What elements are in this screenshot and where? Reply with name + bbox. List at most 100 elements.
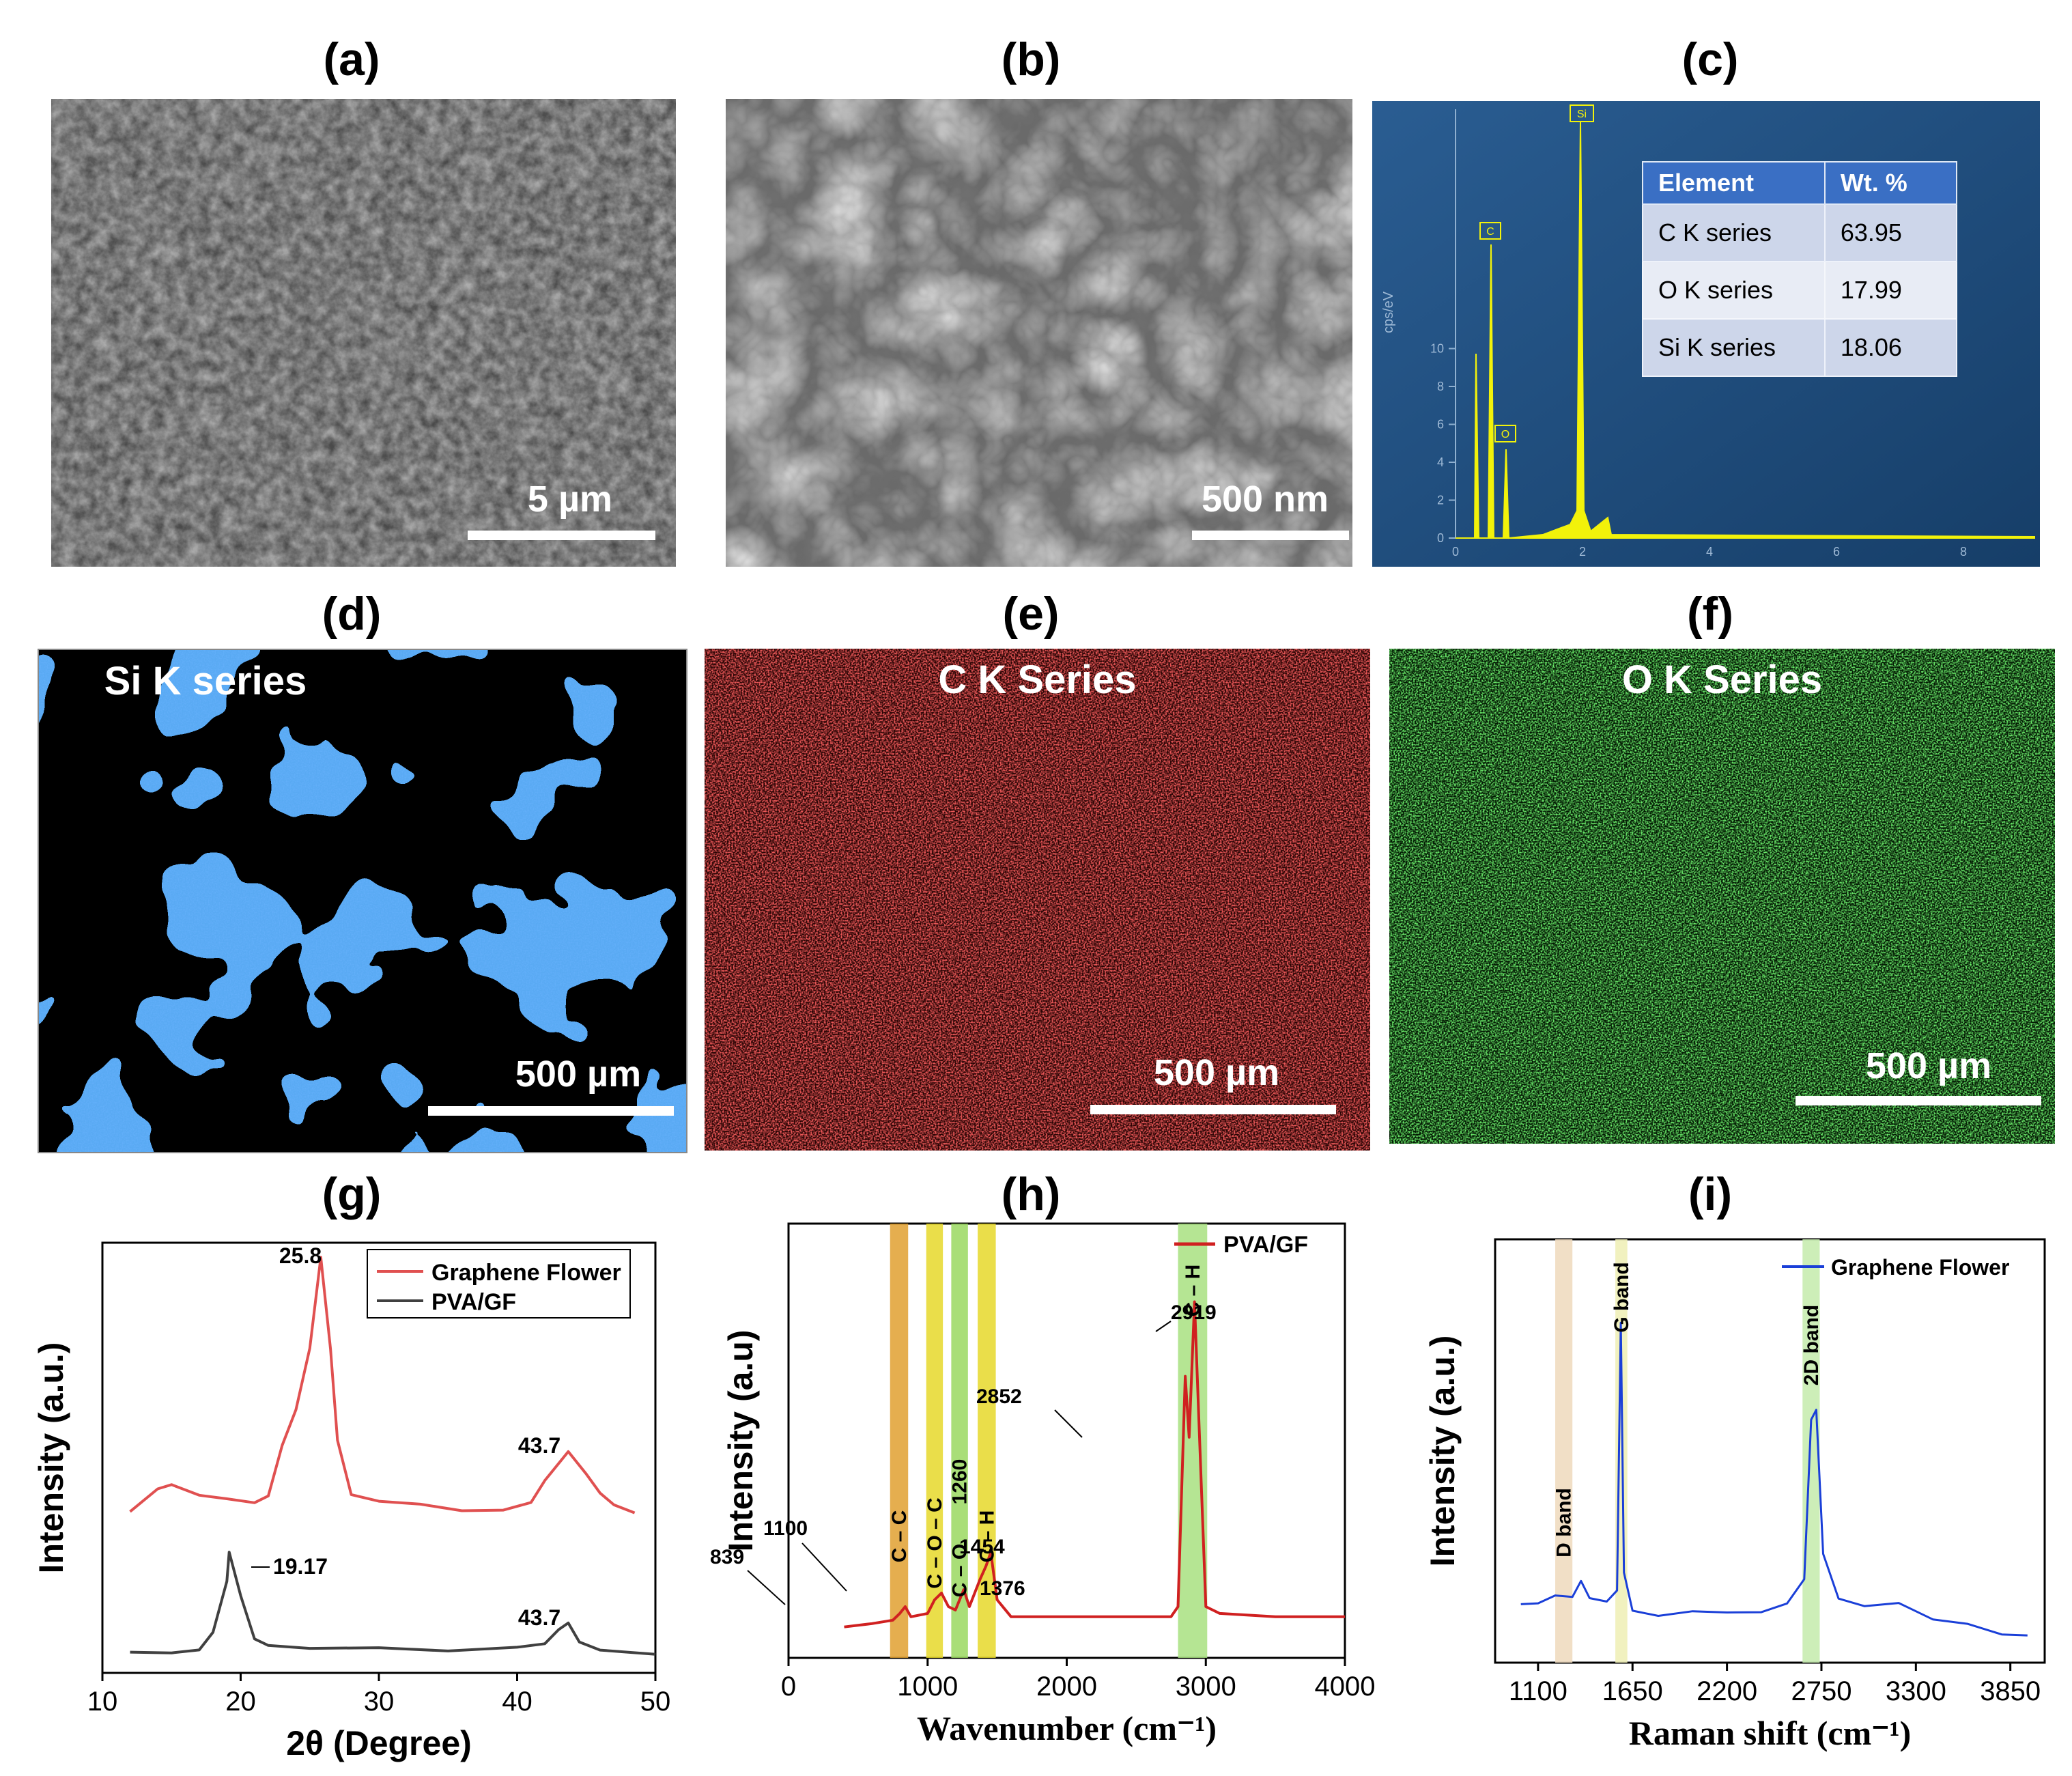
edx-y-tick-label: 6 [1437, 418, 1444, 432]
edx-x-tick-label: 2 [1579, 545, 1586, 559]
legend-label-1: PVA/GF [431, 1289, 516, 1315]
edx-x-tick-label: 4 [1706, 545, 1713, 559]
ftir-chart: 0 1000 2000 3000 4000 Wavenumber (cm⁻¹) Intens… [710, 1222, 1376, 1747]
edx-y-tick-label: 8 [1437, 380, 1444, 393]
legend-label: PVA/GF [1223, 1232, 1308, 1258]
table-cell-wt: 18.06 [1823, 318, 1958, 377]
panel-label-d: (d) [322, 588, 382, 640]
annotation-arrow [801, 1542, 847, 1592]
edx-map-o: O K Series 500 µm [1389, 649, 2055, 1144]
scale-text-b: 500 nm [1201, 479, 1329, 520]
band-label-co: C – O [949, 1544, 971, 1597]
scale-bar-d [428, 1106, 674, 1116]
annotation-839: 839 [710, 1546, 744, 1568]
table-cell-element: O K series [1642, 261, 1826, 320]
x-tick-label: 0 [781, 1672, 796, 1702]
annotation-arrow [747, 1570, 786, 1605]
edx-peak-label-o: O [1494, 425, 1516, 442]
svg-text:Si: Si [1577, 109, 1587, 120]
edx-x-ticks: 0 2 4 6 8 [1452, 545, 1967, 559]
panel-label-a: (a) [323, 33, 380, 85]
edx-spectrum-panel: cps/eV 0 2 4 6 8 10 0 2 4 6 8 Si C O Element Wt. … [1372, 101, 2040, 567]
band-label-2d: 2D band [1800, 1305, 1823, 1385]
panel-label-f: (f) [1687, 588, 1733, 640]
x-tick-label: 4000 [1315, 1672, 1376, 1702]
annotation-1100: 1100 [763, 1517, 808, 1540]
series-line-0 [1520, 1321, 2028, 1637]
map-title-si: Si K series [104, 659, 307, 703]
annotation-25-8: 25.8 [279, 1243, 322, 1268]
edx-peak-label-si: Si [1570, 104, 1594, 122]
table-header-element: Element [1642, 161, 1826, 205]
sem-image-a: 5 µm [51, 99, 676, 567]
x-tick-label: 2200 [1697, 1676, 1757, 1706]
x-tick-label: 30 [364, 1687, 395, 1717]
map-title-o: O K Series [1621, 658, 1823, 702]
table-row: O K series 17.99 [1642, 261, 1958, 320]
plot-frame [1494, 1238, 2046, 1664]
band-label-ch-1: C – H [976, 1510, 998, 1563]
band-3 [978, 1224, 996, 1658]
y-axis-label: Intensity (a.u) [722, 1329, 760, 1551]
edx-peak-label-c: C [1479, 222, 1501, 240]
x-tick-label: 10 [87, 1687, 118, 1717]
band-label-ch-2: C – H [1182, 1265, 1204, 1317]
x-tick-label: 20 [225, 1687, 256, 1717]
x-tick-label: 3300 [1886, 1676, 1946, 1706]
x-axis-label: 2θ (Degree) [286, 1724, 472, 1762]
band-0 [890, 1224, 909, 1658]
series-line-1 [130, 1551, 656, 1656]
series-line-0 [129, 1256, 636, 1514]
scale-text-f: 500 µm [1865, 1045, 1992, 1086]
panel-label-i: (i) [1688, 1168, 1733, 1220]
table-cell-wt: 17.99 [1823, 261, 1958, 320]
edx-y-tick-label: 10 [1430, 342, 1444, 356]
plot-frame [787, 1222, 1346, 1659]
band-2 [951, 1224, 968, 1658]
annotation-1376: 1376 [980, 1577, 1025, 1600]
edx-y-ticks: 0 2 4 6 8 10 [1430, 342, 1456, 545]
edx-y-tick-label: 2 [1437, 494, 1444, 507]
band-1 [926, 1224, 943, 1658]
sem-texture-b [726, 99, 1352, 567]
annotation-2919: 2919 [1171, 1301, 1217, 1324]
band-2 [1802, 1239, 1820, 1663]
map-title-c: C K Series [938, 658, 1137, 702]
annotation-1454: 1454 [959, 1536, 1005, 1558]
band-label-cc: C – C [888, 1510, 911, 1563]
scale-bar-f [1796, 1096, 2041, 1105]
annotation-arrow [1054, 1409, 1083, 1438]
xrd-chart: 10 20 30 40 50 2θ (Degree) Intensity (a.u.) Gra… [32, 1241, 670, 1762]
x-tick-label: 1650 [1602, 1676, 1663, 1706]
panel-label-g: (g) [322, 1168, 382, 1220]
scale-text-e: 500 µm [1153, 1052, 1280, 1093]
edx-y-label: cps/eV [1381, 291, 1396, 333]
si-map-texture [39, 650, 686, 1152]
scale-bar-e [1090, 1105, 1336, 1114]
edx-y-tick-label: 0 [1437, 531, 1444, 545]
y-axis-label: Intensity (a.u.) [1423, 1336, 1462, 1567]
edx-x-tick-label: 0 [1452, 545, 1459, 559]
svg-text:C: C [1486, 226, 1494, 238]
sem-image-b: 500 nm [726, 99, 1352, 567]
x-tick-label: 2750 [1791, 1676, 1851, 1706]
legend-box [367, 1249, 631, 1319]
annotation-43-7-pva: 43.7 [518, 1605, 560, 1630]
x-tick-label: 1000 [897, 1672, 958, 1702]
band-0 [1555, 1239, 1573, 1663]
table-row: Si K series 18.06 [1642, 318, 1958, 377]
panel-label-h: (h) [1001, 1168, 1061, 1220]
edx-composition-table: Element Wt. % C K series 63.95 O K serie… [1642, 161, 1958, 377]
edx-map-si: Si K series 500 µm [38, 649, 687, 1153]
sem-texture-a [51, 99, 676, 567]
raman-chart: 1100 1650 2200 2750 3300 3850 Raman shift (cm⁻… [1423, 1238, 2046, 1752]
table-row: C K series 63.95 [1642, 203, 1958, 262]
scale-bar-a [468, 531, 655, 540]
o-map-texture [1389, 649, 2055, 1144]
panel-label-b: (b) [1001, 33, 1061, 85]
x-tick-label: 3000 [1176, 1672, 1236, 1702]
series-line-0 [844, 1300, 1345, 1629]
annotation-19-17: 19.17 [273, 1554, 328, 1579]
edx-x-tick-label: 6 [1833, 545, 1840, 559]
x-axis-label: Wavenumber (cm⁻¹) [917, 1709, 1217, 1747]
